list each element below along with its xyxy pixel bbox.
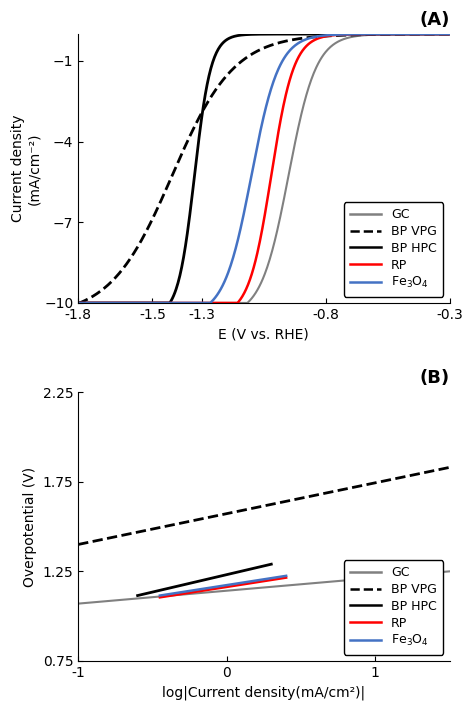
RP (157, 593, 163, 602)
Fe$_3$O$_4$ (283, 572, 289, 580)
Line: GC: GC (78, 34, 449, 303)
GC (447, 30, 452, 38)
Fe$_3$O$_4$ (447, 30, 452, 38)
BP HPC (135, 592, 140, 600)
Line: BP HPC: BP HPC (78, 34, 449, 303)
X-axis label: E (V vs. RHE): E (V vs. RHE) (219, 327, 309, 341)
X-axis label: log|Current density(mA/cm²)|: log|Current density(mA/cm²)| (162, 685, 365, 700)
Line: Fe$_3$O$_4$: Fe$_3$O$_4$ (160, 576, 286, 596)
Line: RP: RP (160, 577, 286, 597)
BP VPG (355, 31, 361, 39)
Fe$_3$O$_4$ (141, 299, 147, 307)
Y-axis label: Overpotential (V): Overpotential (V) (23, 466, 37, 587)
GC (141, 299, 147, 307)
RP (294, 56, 300, 65)
BP HPC (75, 299, 81, 307)
RP (243, 284, 249, 293)
BP HPC (268, 560, 274, 569)
Y-axis label: Current density
(mA/cm⁻²): Current density (mA/cm⁻²) (11, 114, 41, 223)
RP (323, 32, 329, 41)
GC (171, 299, 176, 307)
Fe$_3$O$_4$ (323, 31, 329, 40)
BP HPC (294, 30, 300, 38)
Fe$_3$O$_4$ (355, 30, 361, 38)
BP VPG (141, 232, 147, 240)
Line: Fe$_3$O$_4$: Fe$_3$O$_4$ (78, 34, 449, 303)
Fe$_3$O$_4$ (157, 592, 163, 600)
GC (294, 129, 300, 138)
Fe$_3$O$_4$ (243, 198, 249, 206)
BP VPG (323, 32, 329, 41)
BP VPG (243, 53, 249, 62)
GC (323, 47, 329, 55)
BP VPG (171, 168, 176, 176)
BP VPG (294, 35, 300, 43)
Legend: GC, BP VPG, BP HPC, RP, Fe$_3$O$_4$: GC, BP VPG, BP HPC, RP, Fe$_3$O$_4$ (344, 560, 443, 655)
RP (75, 299, 81, 307)
GC (355, 32, 361, 41)
Line: RP: RP (78, 34, 449, 303)
BP HPC (171, 292, 176, 300)
Line: BP HPC: BP HPC (137, 565, 271, 596)
RP (171, 299, 176, 307)
GC (243, 299, 249, 307)
Fe$_3$O$_4$ (171, 299, 176, 307)
Text: (A): (A) (419, 11, 449, 28)
BP VPG (447, 30, 452, 38)
Legend: GC, BP VPG, BP HPC, RP, Fe$_3$O$_4$: GC, BP VPG, BP HPC, RP, Fe$_3$O$_4$ (344, 202, 443, 296)
RP (355, 30, 361, 38)
RP (447, 30, 452, 38)
BP HPC (447, 30, 452, 38)
RP (141, 299, 147, 307)
Fe$_3$O$_4$ (294, 40, 300, 48)
BP VPG (75, 299, 81, 307)
BP HPC (323, 30, 329, 38)
GC (75, 299, 81, 307)
BP HPC (141, 299, 147, 307)
Line: BP VPG: BP VPG (78, 34, 449, 303)
Fe$_3$O$_4$ (75, 299, 81, 307)
Text: (B): (B) (419, 369, 449, 387)
RP (283, 573, 289, 582)
BP HPC (243, 31, 249, 39)
BP HPC (355, 30, 361, 38)
